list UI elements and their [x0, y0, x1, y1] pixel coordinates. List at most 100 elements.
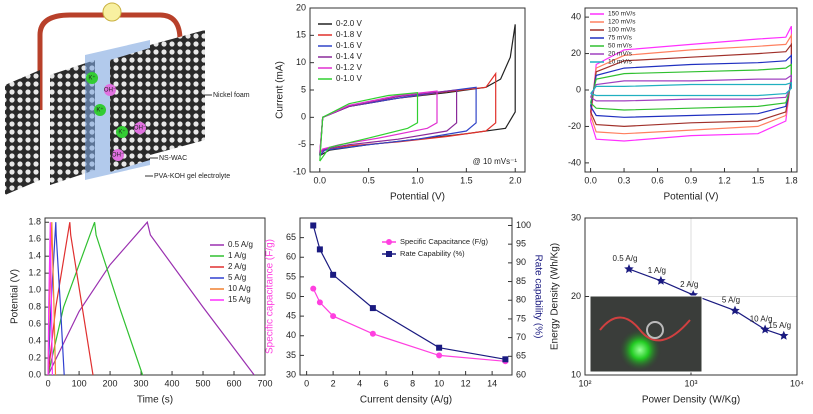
legend-label: 0-1.0 V [336, 74, 362, 83]
marker [369, 330, 376, 337]
y-tick-label: 20 [571, 291, 581, 301]
marker [386, 251, 392, 257]
y2-tick-label: 65 [516, 351, 526, 361]
x-tick-label: 1.5 [460, 175, 473, 185]
point-label: 0.5 A/g [613, 254, 638, 263]
y-tick-label: 55 [286, 271, 296, 281]
marker [316, 246, 323, 253]
y-tick-label: 60 [286, 252, 296, 262]
y2-tick-label: 70 [516, 332, 526, 342]
photo-wire [599, 316, 691, 342]
y-tick-label: 1.8 [28, 217, 41, 227]
y-tick-label: 0.6 [28, 318, 41, 328]
marker [779, 330, 789, 340]
y2-tick-label: 90 [516, 257, 526, 267]
ion-label: OH⁻ [112, 153, 124, 159]
legend-label: 150 mV/s [608, 11, 636, 18]
y-tick-label: 0.4 [28, 335, 41, 345]
x-tick-label: 0.3 [618, 175, 631, 185]
ion-label: K⁺ [88, 75, 95, 82]
marker [386, 239, 392, 245]
y2-tick-label: 85 [516, 276, 526, 286]
x-tick-label: 0 [46, 378, 51, 388]
plot-frame [299, 217, 513, 376]
series-line [47, 220, 255, 376]
x-tick-label: 4 [357, 378, 362, 388]
x-tick-label: 400 [165, 378, 180, 388]
x-axis-label: Time (s) [137, 395, 173, 406]
marker [369, 305, 376, 312]
y2-axis-label: Rate capability (%) [532, 255, 543, 339]
y-axis-label: Current (mA) [275, 61, 286, 119]
ion-label: OH⁻ [104, 88, 116, 94]
legend-label: 50 mV/s [608, 43, 633, 50]
x-tick-label: 0.0 [584, 175, 597, 185]
legend-label: 0-1.4 V [336, 52, 362, 61]
y-tick-label: 40 [571, 11, 581, 21]
plot-frame [44, 217, 266, 376]
annotation: @ 10 mVs⁻¹ [473, 157, 518, 166]
legend-label: Rate Capability (%) [400, 249, 465, 258]
x-tick-label: 14 [487, 378, 497, 388]
y-tick-label: 20 [571, 48, 581, 58]
marker [330, 313, 337, 320]
point-label: 15 A/g [768, 321, 791, 330]
y-tick-label: -20 [568, 121, 581, 131]
x-tick-label: 12 [461, 378, 471, 388]
x-tick-label: 0.0 [314, 175, 327, 185]
marker [310, 285, 317, 292]
schematic-label: NS-WAC [159, 155, 187, 162]
y-tick-label: 20 [296, 2, 306, 12]
x-tick-label: 1.8 [785, 175, 798, 185]
series-line [590, 81, 792, 97]
y-tick-label: 45 [286, 311, 296, 321]
x-tick-label: 1.5 [752, 175, 765, 185]
y-tick-label: 5 [301, 84, 306, 94]
y-tick-label: 1.6 [28, 234, 41, 244]
x-axis-label: Potential (V) [663, 192, 718, 203]
y2-tick-label: 95 [516, 239, 526, 249]
electrode-left [50, 60, 95, 185]
x-tick-label: 10 [434, 378, 444, 388]
x-tick-label: 200 [103, 378, 118, 388]
x-axis-label: Potential (V) [390, 192, 445, 203]
legend-label: 0-1.8 V [336, 30, 362, 39]
ion [112, 149, 124, 161]
x-tick-label: 500 [196, 378, 211, 388]
series-line [319, 89, 458, 154]
led-glow [618, 328, 662, 372]
ion [104, 84, 116, 96]
point-label: 2 A/g [680, 280, 698, 289]
marker [624, 264, 634, 274]
x-tick-label: 300 [134, 378, 149, 388]
marker [436, 352, 443, 359]
x-tick-label: 100 [72, 378, 87, 388]
ion [134, 122, 146, 134]
marker [316, 299, 323, 306]
x-tick-label: 2 [331, 378, 336, 388]
x-tick-label: 0.6 [651, 175, 664, 185]
y-tick-label: -10 [293, 166, 306, 176]
y-tick-label: -40 [568, 157, 581, 167]
y-tick-label: 10 [571, 369, 581, 379]
marker [310, 222, 317, 229]
x-tick-label: 0 [304, 378, 309, 388]
plot-frame [584, 217, 798, 376]
y-tick-label: 0 [576, 84, 581, 94]
series-line [590, 63, 792, 111]
schematic: K⁺ OH⁻ K⁺ OH⁻ K⁺ OH⁻ Nickel foam NS-WAC … [5, 2, 250, 195]
bulb [102, 2, 122, 22]
marker [330, 271, 337, 278]
ion-label: K⁺ [96, 107, 103, 114]
legend-label: 15 A/g [228, 295, 251, 304]
point-label: 5 A/g [722, 296, 740, 305]
y-tick-label: -5 [298, 139, 306, 149]
x-tick-label: 8 [410, 378, 415, 388]
legend-label: 5 A/g [228, 273, 246, 282]
foam-right [150, 30, 205, 155]
series-line [590, 74, 792, 102]
y-tick-label: 1.4 [28, 251, 41, 261]
inset-photo [589, 295, 703, 373]
x-tick-label: 10² [578, 378, 591, 388]
y-tick-label: 65 [286, 232, 296, 242]
